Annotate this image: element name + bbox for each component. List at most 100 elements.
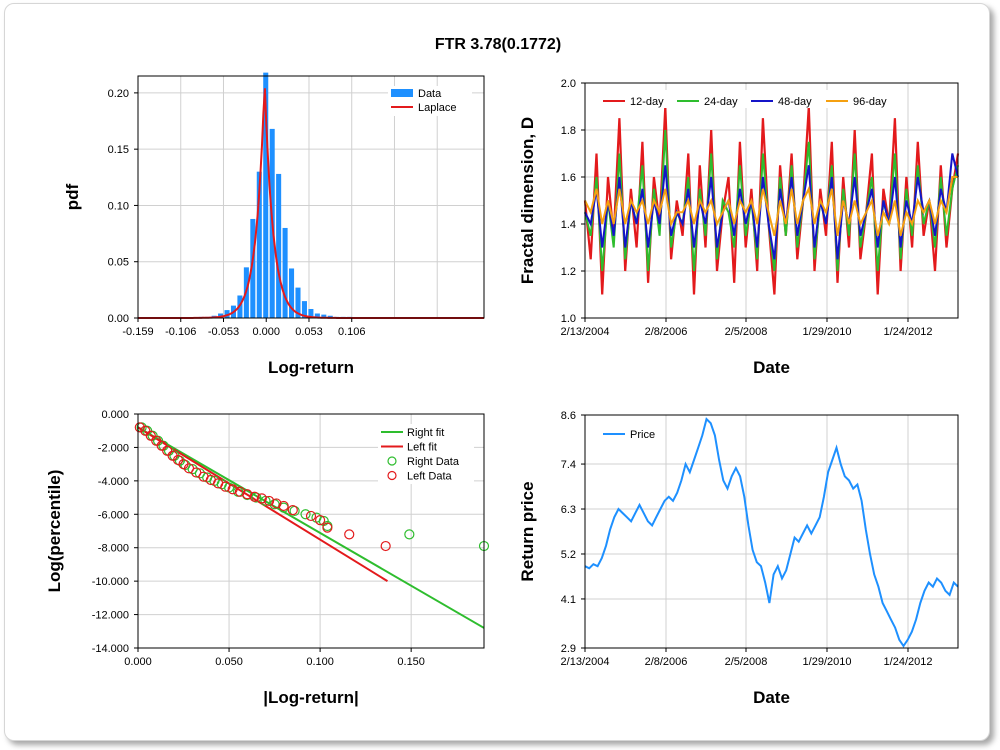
tail-legend-swatch <box>387 470 397 481</box>
pdf-plot-area <box>137 75 485 319</box>
fractal-ytick-label: 1.6 <box>561 172 576 184</box>
pdf-bar <box>295 287 301 318</box>
tail-point-left-data <box>315 515 326 526</box>
pdf-bar <box>263 72 269 318</box>
tail-ytick-label: -4.000 <box>98 476 129 488</box>
price-xtick-label: 1/29/2010 <box>803 656 852 668</box>
pdf-xtick-label: -0.159 <box>122 326 153 338</box>
pdf-bar <box>301 301 307 318</box>
pdf-ytick-label: 0.05 <box>108 257 129 269</box>
tail-legend-label: Left Data <box>407 471 453 483</box>
tail-point-left-data <box>322 522 333 533</box>
pdf-bar <box>256 171 262 318</box>
fractal-legend <box>598 90 898 108</box>
tail-point-left-data <box>249 491 260 502</box>
tail-xtick-label: 0.100 <box>306 656 334 668</box>
pdf-xtick-label: -0.106 <box>165 326 196 338</box>
pdf-legend-label-laplace: Laplace <box>418 102 457 114</box>
tail-point-left-data <box>287 505 298 516</box>
fractal-ytick-label: 2.0 <box>561 78 576 90</box>
pdf-bar <box>276 173 282 318</box>
fractal-xtick-label: 1/24/2012 <box>884 326 933 338</box>
price-xtick-label: 1/24/2012 <box>884 656 933 668</box>
price-xtick-label: 2/5/2008 <box>725 656 768 668</box>
pdf-xlabel: Log-return <box>268 358 354 377</box>
tail-point-right-data <box>300 509 311 520</box>
pdf-xtick-label: 0.106 <box>338 326 366 338</box>
pdf-bar <box>282 227 288 318</box>
price-ytick-label: 6.3 <box>561 504 576 516</box>
pdf-bar <box>250 218 256 318</box>
fractal-xtick-label: 2/13/2004 <box>561 326 610 338</box>
pdf-ylabel: pdf <box>63 183 82 210</box>
tail-point-left-data <box>344 529 355 540</box>
tail-ytick-label: -12.000 <box>92 610 129 622</box>
pdf-ytick-label: 0.15 <box>108 144 129 156</box>
pdf-bar <box>308 308 314 318</box>
tail-legend-label: Left fit <box>407 442 437 454</box>
pdf-ytick-label: 0.20 <box>108 88 129 100</box>
fractal-xtick-label: 1/29/2010 <box>803 326 852 338</box>
price-xlabel: Date <box>753 688 790 707</box>
tail-ytick-label: -6.000 <box>98 509 129 521</box>
figure-title: FTR 3.78(0.1772) <box>435 36 561 53</box>
tail-ylabel: Log(percentile) <box>45 470 64 593</box>
fractal-plot-area <box>584 82 959 319</box>
pdf-bar <box>224 310 230 318</box>
pdf-laplace-curve <box>138 88 484 319</box>
pdf-legend-swatch-data <box>391 89 413 97</box>
tail-legend <box>378 424 474 484</box>
fractal-legend-label-12-day: 12-day <box>630 96 664 108</box>
tail-xtick-label: 0.000 <box>124 656 152 668</box>
tail-point-left-data <box>264 495 275 507</box>
pdf-xtick-label: 0.053 <box>295 326 323 338</box>
tail-ytick-label: -2.000 <box>98 442 129 454</box>
fractal-ylabel: Fractal dimension, D <box>518 117 537 284</box>
price-ytick-label: 4.1 <box>561 594 576 606</box>
fractal-ytick-label: 1.8 <box>561 125 576 137</box>
tail-point-left-data <box>234 486 246 497</box>
fractal-xlabel: Date <box>753 358 790 377</box>
price-ytick-label: 8.6 <box>561 410 576 422</box>
tail-ytick-label: -8.000 <box>98 543 129 555</box>
pdf-ytick-label: 0.10 <box>108 200 129 212</box>
fractal-series-96-day <box>584 176 958 237</box>
price-legend <box>598 425 662 443</box>
price-ytick-label: 7.4 <box>561 459 576 471</box>
fractal-legend-label-48-day: 48-day <box>778 96 812 108</box>
tail-point-left-data <box>380 540 391 552</box>
tail-point-left-data <box>305 510 317 522</box>
tail-point-left-data <box>140 425 151 436</box>
tail-legend-swatch <box>387 456 397 466</box>
fractal-xtick-label: 2/5/2008 <box>725 326 768 338</box>
tail-point-left-data <box>145 430 156 441</box>
fractal-legend-label-96-day: 96-day <box>853 96 887 108</box>
fractal-ytick-label: 1.4 <box>561 219 576 231</box>
fractal-series-48-day <box>584 153 959 260</box>
tail-xlabel: |Log-return| <box>263 688 358 707</box>
tail-legend-label: Right fit <box>407 427 444 439</box>
tail-point-left-data <box>156 440 167 451</box>
fractal-xtick-label: 2/8/2006 <box>645 326 688 338</box>
price-plot-area <box>584 414 959 649</box>
tail-point-left-data <box>256 493 267 504</box>
tail-point-left-data <box>151 435 162 446</box>
fractal-ytick-label: 1.2 <box>561 266 576 278</box>
price-xtick-label: 2/8/2006 <box>645 656 688 668</box>
tail-point-left-data <box>220 481 231 492</box>
price-ytick-label: 2.9 <box>561 643 576 655</box>
pdf-bar <box>321 314 327 318</box>
pdf-bar <box>314 313 320 318</box>
pdf-legend-label-data: Data <box>418 88 442 100</box>
price-ylabel: Return price <box>518 481 537 581</box>
tail-point-right-data <box>404 529 415 540</box>
tail-ytick-label: -14.000 <box>92 643 129 655</box>
tail-point-left-data <box>162 445 173 456</box>
tail-fit-right-fit <box>137 426 485 629</box>
tail-ytick-label: -10.000 <box>92 576 129 588</box>
price-legend-label: Price <box>630 429 655 441</box>
price-xtick-label: 2/13/2004 <box>561 656 610 668</box>
tail-xtick-label: 0.150 <box>397 656 425 668</box>
pdf-bar <box>327 315 333 318</box>
